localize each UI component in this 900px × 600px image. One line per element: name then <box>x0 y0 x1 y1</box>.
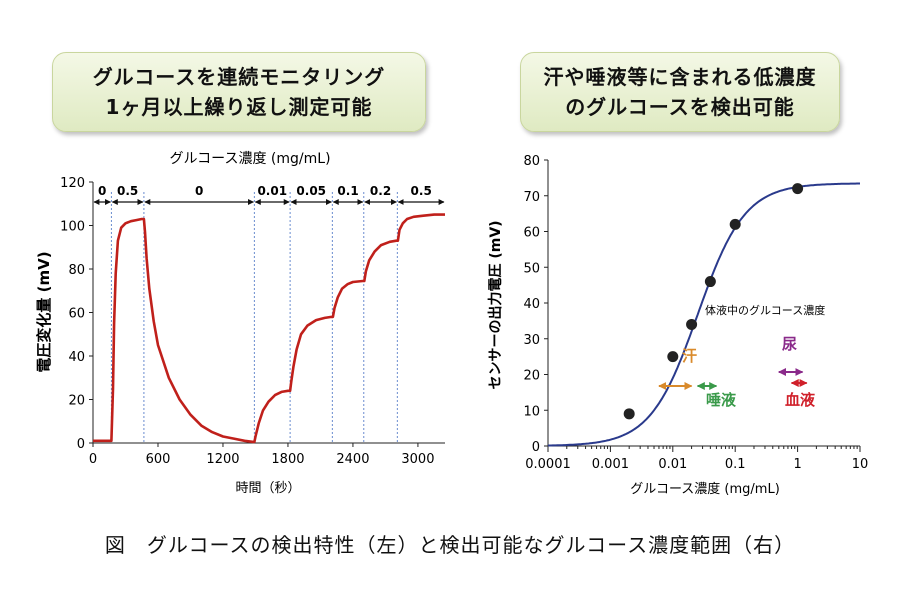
right-y-tick-label: 80 <box>523 154 540 169</box>
segment-label: 0.5 <box>117 184 138 198</box>
left-y-tick-label: 120 <box>60 176 85 191</box>
voltage-series-line <box>93 213 445 444</box>
segment-label: 0.5 <box>411 184 432 198</box>
data-point <box>623 408 635 420</box>
right-x-tick-label: 0.01 <box>658 457 687 472</box>
right-y-axis-label: センサーの出力電圧 (mV) <box>487 220 504 389</box>
left-y-tick-label: 40 <box>68 350 85 365</box>
range-label: 唾液 <box>706 391 737 409</box>
left-x-axis-label: 時間（秒） <box>235 481 300 496</box>
left-chart-title: グルコース濃度 (mg/mL) <box>169 151 330 167</box>
right-x-tick-label: 0.0001 <box>525 457 571 472</box>
range-label: 尿 <box>782 335 797 353</box>
right-y-tick-label: 60 <box>523 226 540 241</box>
right-y-tick-label: 10 <box>523 404 540 419</box>
left-banner-line2: 1ヶ月以上繰り返し測定可能 <box>105 95 373 119</box>
left-y-tick-label: 80 <box>68 263 85 278</box>
figure-caption: 図 グルコースの検出特性（左）と検出可能なグルコース濃度範囲（右） <box>104 533 796 557</box>
segment-label: 0 <box>195 184 203 198</box>
segment-label: 0.1 <box>337 184 358 198</box>
data-point <box>792 183 804 195</box>
left-y-tick-label: 20 <box>68 394 85 409</box>
left-y-tick-label: 0 <box>77 437 85 452</box>
data-point <box>686 318 698 330</box>
segment-label: 0 <box>98 184 106 198</box>
left-x-tick-label: 1800 <box>271 452 304 467</box>
segment-label: 0.2 <box>370 184 391 198</box>
right-chart: 0 10 20 30 40 50 60 70 80 0.0001 0.001 0.01 0.1 1 10 グル… <box>487 154 868 497</box>
segment-label: 0.05 <box>296 184 326 198</box>
left-x-tick-label: 1200 <box>206 452 239 467</box>
fit-curve-line <box>548 182 860 447</box>
left-x-tick-label: 3000 <box>401 452 434 467</box>
right-x-tick-label: 0.001 <box>592 457 629 472</box>
right-x-tick-label: 0.1 <box>725 457 746 472</box>
right-y-tick-label: 30 <box>523 333 540 348</box>
right-banner-line2: のグルコースを検出可能 <box>565 95 795 119</box>
region-label: 体液中のグルコース濃度 <box>705 303 825 317</box>
right-y-tick-label: 70 <box>523 190 540 205</box>
right-y-tick-label: 50 <box>523 261 540 276</box>
left-x-tick-label: 2400 <box>336 452 369 467</box>
right-y-tick-label: 0 <box>532 440 540 455</box>
data-point <box>667 351 679 363</box>
left-y-tick-label: 60 <box>68 307 85 322</box>
left-banner: グルコースを連続モニタリング 1ヶ月以上繰り返し測定可能 <box>52 52 426 132</box>
left-banner-line1: グルコースを連続モニタリング <box>92 65 386 89</box>
range-label: 汗 <box>682 347 697 365</box>
right-x-axis-label: グルコース濃度 (mg/mL) <box>630 481 780 497</box>
data-point <box>729 218 741 230</box>
range-label: 血液 <box>785 391 816 409</box>
right-x-tick-label: 1 <box>793 457 801 472</box>
left-chart: グルコース濃度 (mg/mL) 0 0.5 0 0.01 0.05 0.1 0.2 0.5 0 20… <box>35 151 445 496</box>
right-banner: 汗や唾液等に含まれる低濃度 のグルコースを検出可能 <box>520 52 840 132</box>
right-banner-line1: 汗や唾液等に含まれる低濃度 <box>543 65 817 89</box>
left-x-tick-label: 600 <box>146 452 171 467</box>
left-y-tick-label: 100 <box>60 220 85 235</box>
segment-label: 0.01 <box>257 184 287 198</box>
right-y-tick-label: 40 <box>523 297 540 312</box>
right-y-tick-label: 20 <box>523 369 540 384</box>
left-y-axis-label: 電圧変化量 (mV) <box>35 251 53 372</box>
right-x-tick-label: 10 <box>852 457 869 472</box>
data-point <box>704 276 716 288</box>
left-x-tick-label: 0 <box>89 452 97 467</box>
